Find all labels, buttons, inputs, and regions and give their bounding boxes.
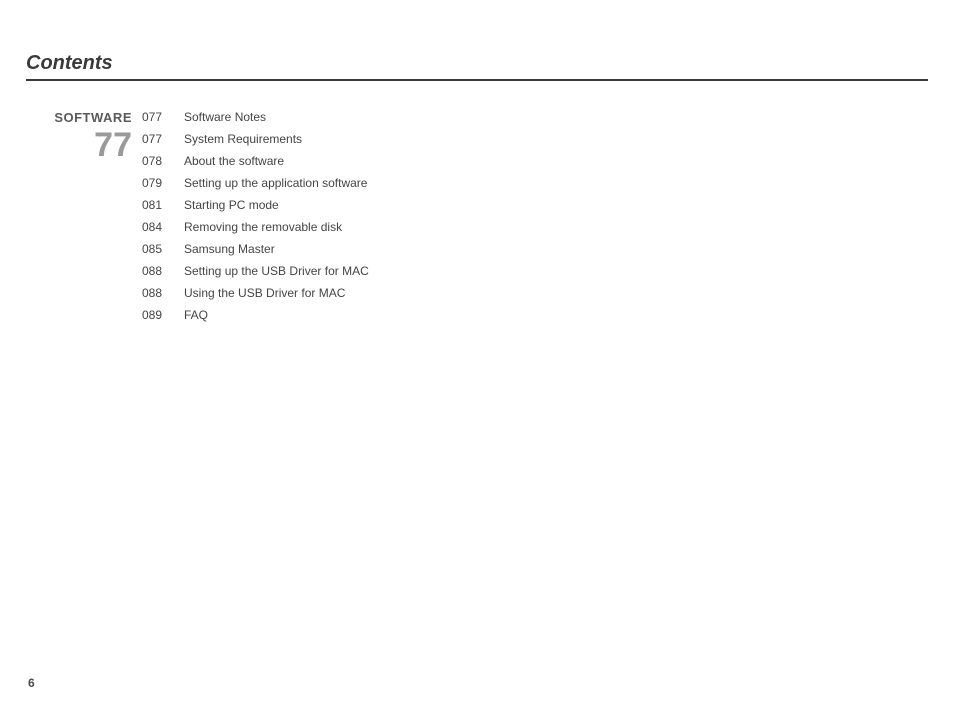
toc-entry-label: FAQ [172, 308, 208, 323]
toc-entry-page: 077 [142, 110, 172, 125]
page-title: Contents [26, 52, 928, 81]
toc-section: SOFTWARE 77 077Software Notes077System R… [26, 109, 928, 323]
toc-entry-page: 085 [142, 242, 172, 257]
toc-entry-page: 079 [142, 176, 172, 191]
toc-entry-page: 078 [142, 154, 172, 169]
toc-entry[interactable]: 077Software Notes [142, 110, 369, 125]
toc-entry-label: Using the USB Driver for MAC [172, 286, 345, 301]
toc-entry-label: Setting up the USB Driver for MAC [172, 264, 369, 279]
toc-entry[interactable]: 078About the software [142, 154, 369, 169]
toc-entry-page: 084 [142, 220, 172, 235]
toc-entry[interactable]: 084Removing the removable disk [142, 220, 369, 235]
section-name: SOFTWARE [26, 109, 132, 127]
section-start-page: 77 [26, 129, 132, 161]
toc-entry[interactable]: 089FAQ [142, 308, 369, 323]
toc-entry[interactable]: 088Setting up the USB Driver for MAC [142, 264, 369, 279]
toc-entry-label: Starting PC mode [172, 198, 279, 213]
footer-page-number: 6 [28, 676, 35, 690]
toc-entry-label: Setting up the application software [172, 176, 367, 191]
toc-entry[interactable]: 077System Requirements [142, 132, 369, 147]
toc-entry[interactable]: 079Setting up the application software [142, 176, 369, 191]
toc-entry-label: About the software [172, 154, 284, 169]
toc-entry[interactable]: 081Starting PC mode [142, 198, 369, 213]
toc-entry-page: 081 [142, 198, 172, 213]
toc-entry[interactable]: 088Using the USB Driver for MAC [142, 286, 369, 301]
toc-entry-label: Software Notes [172, 110, 266, 125]
toc-entry-page: 088 [142, 264, 172, 279]
toc-entries: 077Software Notes077System Requirements0… [142, 109, 369, 323]
toc-entry-page: 089 [142, 308, 172, 323]
section-label-block: SOFTWARE 77 [26, 109, 142, 161]
toc-entry-label: System Requirements [172, 132, 302, 147]
toc-entry-label: Samsung Master [172, 242, 275, 257]
toc-entry-page: 088 [142, 286, 172, 301]
toc-entry-label: Removing the removable disk [172, 220, 342, 235]
toc-entry-page: 077 [142, 132, 172, 147]
contents-page: Contents SOFTWARE 77 077Software Notes07… [26, 52, 928, 323]
toc-entry[interactable]: 085Samsung Master [142, 242, 369, 257]
